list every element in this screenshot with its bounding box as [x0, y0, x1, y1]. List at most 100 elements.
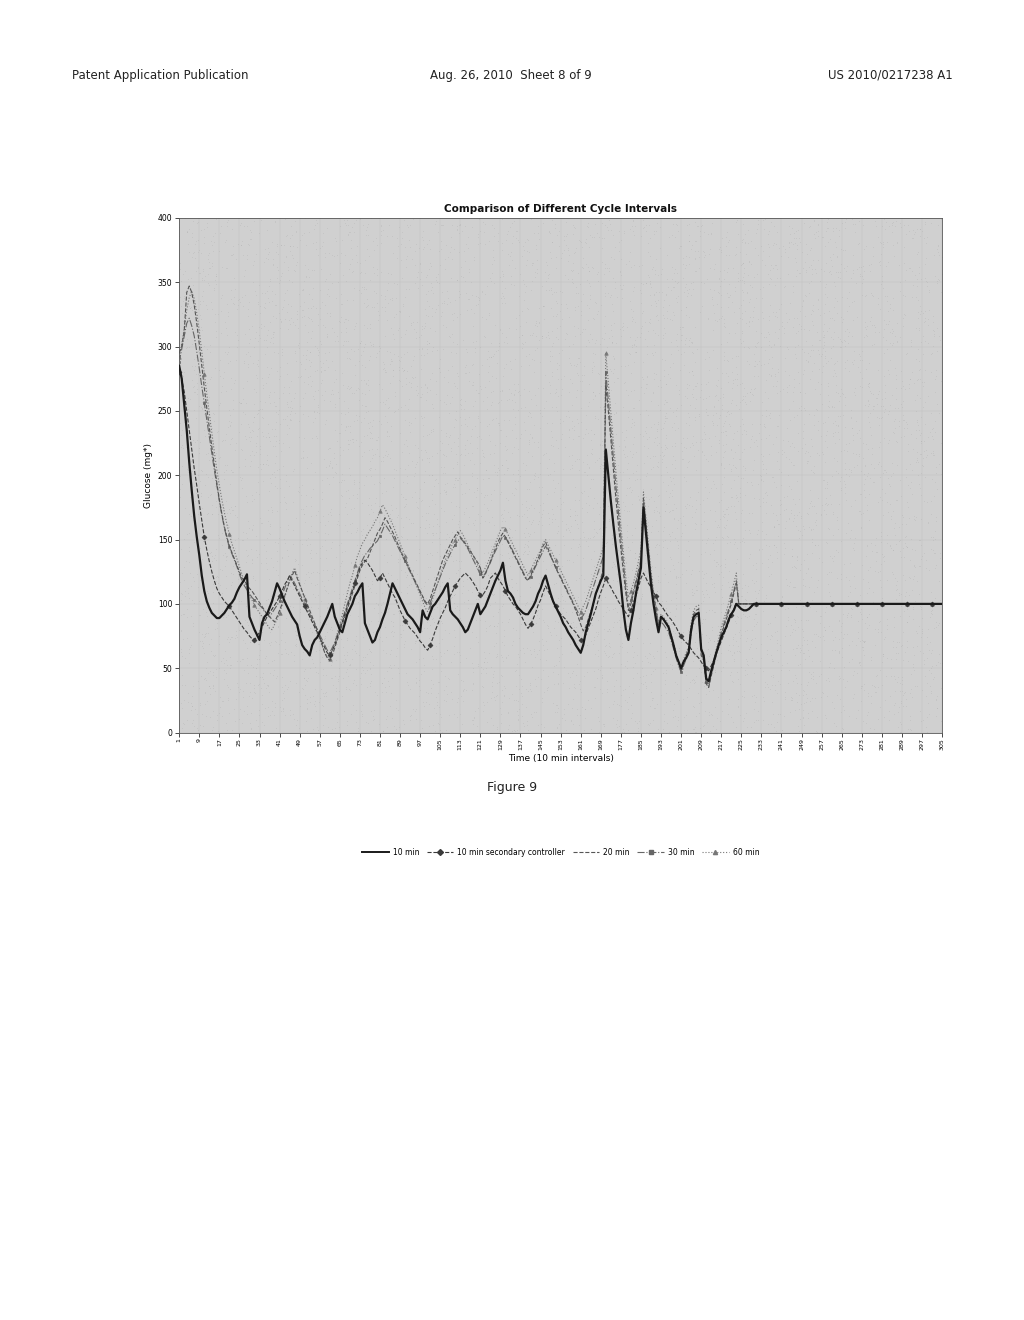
Point [199, 372, 215, 393]
Point [574, 598, 591, 619]
Point [854, 272, 870, 293]
Point [181, 587, 198, 609]
Point [864, 444, 881, 465]
Point [238, 632, 254, 653]
Point [521, 498, 538, 519]
Point [209, 705, 225, 726]
Point [769, 510, 785, 531]
Point [623, 477, 639, 498]
Point [368, 282, 384, 304]
Point [515, 333, 531, 354]
Point [771, 298, 787, 319]
Point [211, 626, 227, 647]
Point [393, 545, 410, 566]
Point [258, 540, 274, 561]
Point [861, 412, 878, 433]
Point [340, 376, 356, 397]
Point [881, 709, 897, 730]
Point [686, 612, 702, 634]
Point [873, 265, 890, 286]
Point [711, 430, 727, 451]
Point [535, 598, 551, 619]
Point [258, 426, 274, 447]
Point [238, 449, 254, 470]
Point [887, 525, 903, 546]
Point [701, 630, 718, 651]
Point [437, 676, 454, 697]
Point [864, 285, 881, 306]
Point [816, 323, 833, 345]
Point [700, 645, 717, 667]
Point [213, 606, 229, 627]
Point [913, 678, 930, 700]
Point [528, 701, 545, 722]
Point [241, 614, 257, 635]
Point [879, 285, 895, 306]
Point [741, 306, 758, 327]
Point [795, 420, 811, 441]
Point [250, 457, 266, 478]
Point [609, 611, 626, 632]
Point [497, 436, 513, 457]
Point [895, 308, 911, 329]
Point [300, 561, 316, 582]
Point [677, 515, 693, 536]
Point [920, 444, 936, 465]
Point [525, 322, 542, 343]
Point [842, 528, 858, 549]
Point [612, 696, 629, 717]
Point [474, 675, 490, 696]
Point [523, 271, 540, 292]
Point [763, 675, 779, 696]
Point [441, 292, 458, 313]
Point [867, 681, 884, 702]
Point [386, 400, 402, 421]
Point [922, 640, 938, 661]
Point [425, 337, 441, 358]
Point [873, 407, 890, 428]
Point [714, 455, 730, 477]
Point [770, 416, 786, 437]
Point [400, 389, 417, 411]
Point [632, 573, 648, 594]
Point [632, 678, 648, 700]
Point [551, 315, 567, 337]
Point [206, 280, 222, 301]
Point [312, 333, 329, 354]
Point [398, 565, 415, 586]
Point [734, 232, 751, 253]
Point [824, 422, 841, 444]
Point [741, 389, 758, 411]
Point [719, 533, 735, 554]
Point [501, 574, 517, 595]
Point [461, 288, 477, 309]
Point [392, 560, 409, 581]
Point [856, 644, 872, 665]
Point [291, 411, 307, 432]
Point [715, 387, 731, 408]
Point [906, 223, 923, 244]
Point [599, 282, 615, 304]
Point [251, 634, 267, 655]
Point [805, 249, 821, 271]
Point [581, 458, 597, 479]
Point [551, 651, 567, 672]
Point [763, 714, 779, 735]
Point [684, 585, 700, 606]
Point [926, 321, 942, 342]
Point [209, 421, 225, 442]
Point [290, 480, 306, 502]
Point [385, 343, 401, 364]
Point [850, 444, 866, 465]
Point [468, 478, 484, 499]
Point [520, 343, 537, 364]
Point [413, 387, 429, 408]
Point [681, 362, 697, 383]
Point [838, 209, 854, 230]
Point [477, 647, 494, 668]
Point [438, 426, 455, 447]
Point [691, 220, 708, 242]
Point [275, 487, 292, 508]
Point [790, 504, 806, 525]
Point [836, 656, 852, 677]
